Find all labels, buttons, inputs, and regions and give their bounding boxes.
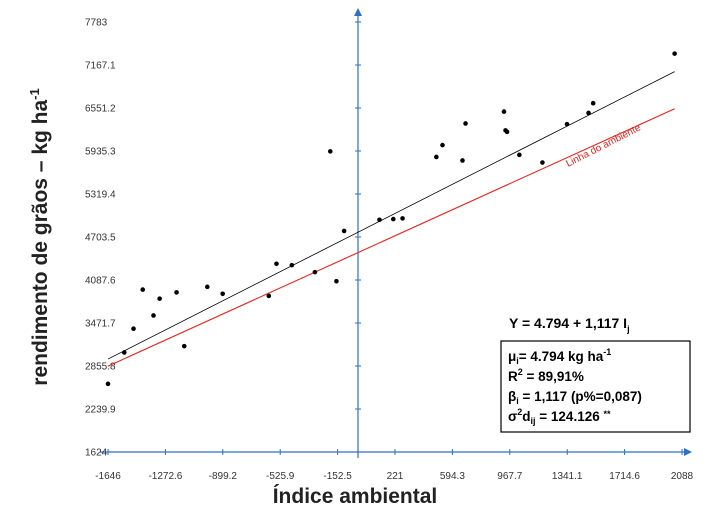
y-axis-label-group: rendimento de grãos – kg ha-1 (27, 88, 52, 385)
y-axis-label-superscript: -1 (27, 88, 42, 100)
x-tick-label: 2088 (671, 471, 694, 482)
y-tick-label: 2239.9 (85, 405, 116, 416)
y-tick-label: 7783 (85, 18, 108, 29)
y-tick-labels: 1624 2239.9 2855.8 3471.7 4087.6 4703.5 5319.4… (85, 18, 116, 459)
data-point (205, 284, 210, 290)
data-points (105, 51, 677, 387)
data-point (174, 290, 179, 295)
x-tick-label: -152.5 (323, 471, 352, 482)
data-point (434, 154, 439, 160)
data-point (377, 217, 382, 223)
data-point (327, 149, 333, 154)
regression-line (107, 71, 675, 360)
stat-beta: βi = 1,117 (p%=0,087) (508, 389, 642, 406)
data-point (564, 121, 570, 127)
y-axis-label-main: rendimento de grãos – kg ha (29, 100, 52, 386)
x-tick-label: -1272.6 (148, 471, 182, 482)
stat-deviation-variance: σ2dij = 124.126 ** (508, 407, 611, 426)
data-point (334, 278, 339, 284)
y-tick-label: 5319.4 (85, 190, 116, 201)
y-tick-label: 3471.7 (85, 319, 116, 330)
data-point (274, 261, 279, 267)
trend-lines (107, 71, 675, 367)
x-tick-label: -1646 (95, 471, 121, 482)
data-point (504, 129, 510, 135)
data-point (220, 291, 225, 297)
y-tick-label: 2855.8 (85, 362, 116, 373)
data-point (440, 142, 445, 148)
y-tick-label: 1624 (85, 448, 108, 459)
statistics-box: μi= 4.794 kg ha-1 R2 = 89,91% βi = 1,117… (500, 340, 691, 433)
y-tick-label: 5935.3 (85, 147, 116, 158)
y-tick-label: 7167.1 (85, 61, 116, 72)
stat-mean: μi= 4.794 kg ha-1 (508, 347, 611, 366)
statistics-box-frame (500, 340, 691, 433)
environment-line-label: Linha do ambiente (564, 122, 643, 169)
regression-equation: Y = 4.794 + 1,117 Ij (509, 315, 630, 334)
data-point (672, 51, 677, 56)
data-point (121, 350, 127, 355)
x-tick-label: 1341.1 (552, 471, 583, 482)
data-point (460, 158, 465, 163)
data-point (590, 100, 596, 106)
y-axis-label: rendimento de grãos – kg ha-1 (27, 88, 52, 385)
x-tick-label: 221 (387, 471, 404, 482)
data-point (341, 228, 347, 234)
axes (100, 8, 692, 458)
data-point (289, 262, 295, 268)
data-point (312, 269, 318, 275)
y-tick-label: 4703.5 (85, 233, 116, 244)
x-tick-label: 1714.6 (609, 471, 640, 482)
data-point (266, 293, 272, 299)
data-point (131, 326, 136, 332)
data-point (157, 296, 162, 301)
x-tick-label: -899.2 (209, 471, 238, 482)
data-point (501, 109, 507, 114)
regression-equation-text: Y = 4.794 + 1,117 I (509, 315, 627, 331)
data-point (391, 216, 396, 222)
y-tick-label: 6551.2 (85, 104, 116, 115)
regression-equation-subscript: j (626, 324, 630, 334)
data-point (181, 343, 187, 349)
data-point (140, 287, 146, 292)
data-point (151, 313, 156, 318)
stat-r-squared: R2 = 89,91% (508, 367, 584, 384)
environment-line (107, 108, 675, 367)
x-tick-label: 594.3 (440, 471, 465, 482)
data-point (463, 121, 468, 126)
x-tick-label: -525.9 (266, 471, 295, 482)
x-axis-label: Índice ambiental (273, 485, 438, 508)
data-point (105, 381, 111, 387)
data-point (400, 216, 405, 221)
data-point (540, 160, 545, 165)
y-tick-label: 4087.6 (85, 276, 116, 287)
data-point (586, 110, 591, 116)
data-point (517, 152, 522, 158)
x-tick-labels: -1646 -1272.6 -899.2 -525.9 -152.5 221 594.3 96… (95, 471, 693, 482)
x-tick-label: 967.7 (497, 471, 522, 482)
